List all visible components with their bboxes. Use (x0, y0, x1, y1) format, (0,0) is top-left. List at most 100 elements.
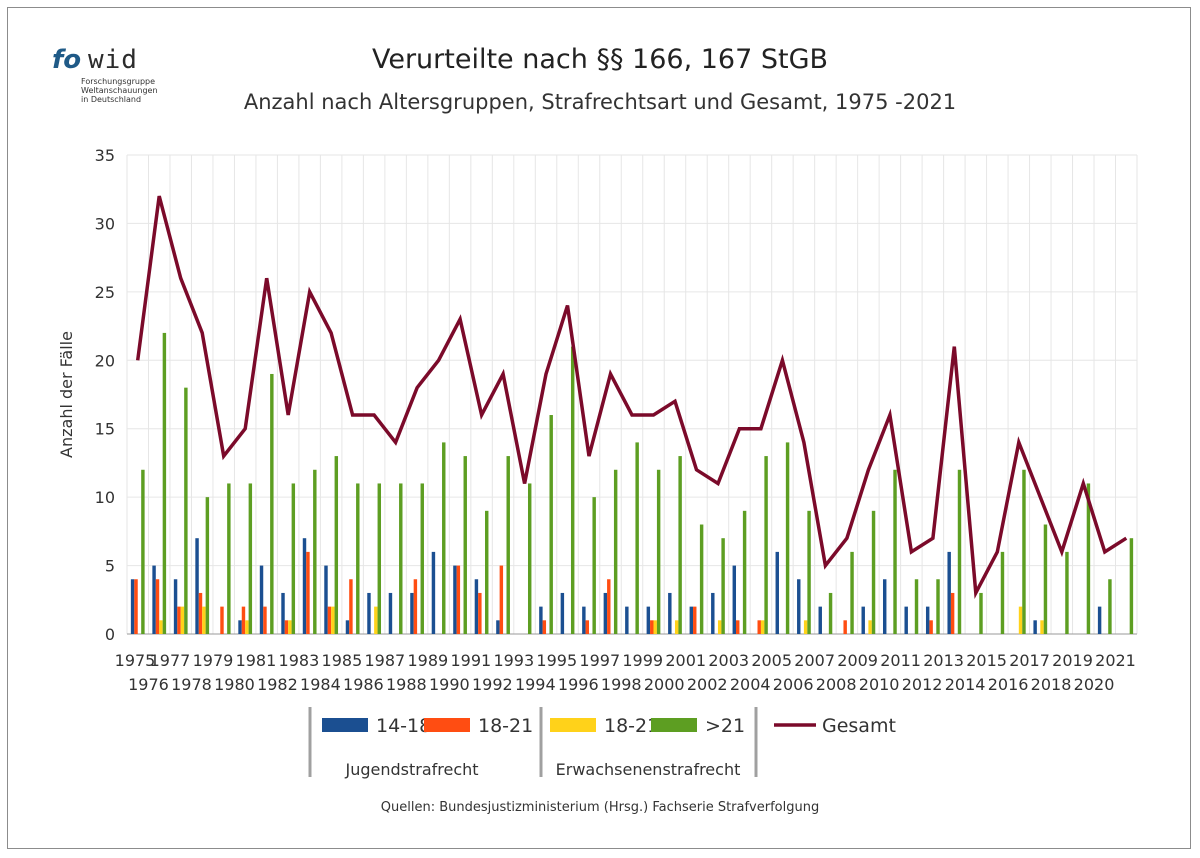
bar (248, 483, 253, 634)
bar (388, 592, 393, 634)
x-tick-label: 2003 (708, 651, 749, 670)
bar (177, 606, 181, 634)
x-tick-label: 1983 (279, 651, 320, 670)
bar (331, 606, 335, 634)
bar (130, 579, 135, 634)
x-tick-label: 1995 (536, 651, 577, 670)
bar (302, 538, 307, 634)
x-tick-label: 2020 (1074, 675, 1115, 694)
series-line-gesamt (135, 195, 1128, 600)
bar (155, 579, 160, 634)
bar (291, 483, 296, 634)
x-tick-label: 2010 (859, 675, 900, 694)
x-tick-label: 1976 (128, 675, 169, 694)
bar (736, 620, 740, 634)
bar (585, 620, 590, 634)
x-tick-label: 1979 (193, 651, 234, 670)
bar (807, 510, 811, 634)
y-axis-label: Anzahl der Fälle (57, 331, 76, 458)
chart-title: Verurteilte nach §§ 166, 167 StGB (371, 44, 829, 75)
x-tick-label: 2000 (644, 675, 685, 694)
bar (453, 565, 457, 634)
bar (374, 606, 378, 634)
bar (270, 373, 274, 634)
bar (871, 510, 876, 634)
source-note: Quellen: Bundesjustizministerium (Hrsg.)… (380, 800, 820, 815)
y-tick-label: 10 (95, 488, 115, 507)
logo-line-3: in Deutschland (81, 95, 142, 104)
bar (668, 592, 672, 634)
x-tick-label: 2008 (816, 675, 857, 694)
bar (463, 456, 467, 634)
bar (1000, 551, 1005, 634)
x-tick-label: 1981 (236, 651, 277, 670)
bar (202, 606, 206, 634)
bar (241, 606, 246, 634)
bar (284, 620, 289, 634)
x-tick-label: 1978 (171, 675, 212, 694)
x-tick-label: 2006 (773, 675, 814, 694)
legend-label: 14-18 (376, 715, 431, 737)
bar (757, 620, 761, 634)
bar (539, 606, 543, 634)
bar (893, 469, 897, 634)
x-tick-label: 2019 (1052, 651, 1093, 670)
bar (607, 579, 611, 634)
x-tick-label: 1999 (622, 651, 663, 670)
bar (653, 620, 657, 634)
bar (238, 620, 242, 634)
x-tick-label: 1984 (300, 675, 341, 694)
y-tick-label: 5 (105, 557, 115, 576)
x-tick-label: 2015 (966, 651, 1007, 670)
bar (431, 551, 436, 634)
bar (327, 606, 332, 634)
bar (496, 620, 500, 634)
bar (828, 592, 833, 634)
x-tick-label: 2016 (988, 675, 1029, 694)
bar (656, 469, 661, 634)
bar (689, 606, 694, 634)
bar (141, 469, 145, 634)
bar (882, 579, 887, 634)
bar (356, 483, 360, 634)
bar (843, 620, 847, 634)
x-tick-label: 2017 (1009, 651, 1050, 670)
chart-frame (7, 7, 1191, 849)
bar (674, 620, 679, 634)
logo-subtitle: Forschungsgruppe Weltanschauungen in Deu… (81, 77, 171, 104)
bar (527, 483, 532, 634)
bar (717, 620, 722, 634)
legend-label: 18-21 (604, 715, 659, 737)
bar (613, 469, 618, 634)
bar (678, 456, 682, 634)
bar (797, 579, 801, 634)
bar (650, 620, 654, 634)
fowid-logo: fo wid Forschungsgruppe Weltanschauungen… (52, 45, 162, 107)
bar (1033, 620, 1037, 634)
y-tick-label: 0 (105, 625, 115, 644)
x-tick-label: 2005 (751, 651, 792, 670)
legend-label: 18-21 (478, 715, 533, 737)
bar (936, 579, 940, 634)
bar (1065, 551, 1069, 634)
bar (732, 565, 737, 634)
bar (1018, 606, 1023, 634)
x-tick-label: 1977 (150, 651, 191, 670)
x-tick-label: 1980 (214, 675, 255, 694)
x-tick-label: 2014 (945, 675, 986, 694)
bar (1129, 538, 1134, 634)
x-tick-label: 2001 (665, 651, 706, 670)
bar (1043, 524, 1048, 634)
x-tick-label: 2007 (794, 651, 835, 670)
x-tick-label: 2002 (687, 675, 728, 694)
chart-subtitle: Anzahl nach Altersgruppen, Strafrechtsar… (243, 90, 957, 114)
x-tick-label: 1994 (515, 675, 556, 694)
y-tick-label: 30 (95, 214, 115, 233)
bar (947, 551, 951, 634)
bar (1086, 483, 1091, 634)
y-tick-label: 20 (95, 351, 115, 370)
bar (592, 497, 596, 634)
bar (929, 620, 933, 634)
legend-swatch (424, 718, 470, 732)
